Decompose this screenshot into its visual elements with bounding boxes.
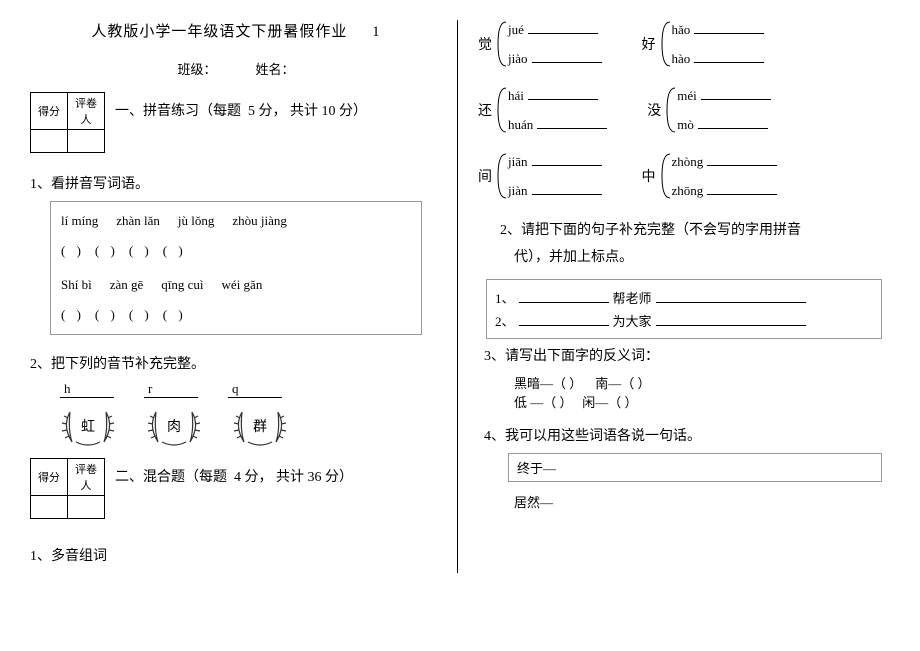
word-line-2: 居然— bbox=[514, 492, 890, 511]
duoyin-char: 觉 bbox=[478, 34, 496, 54]
worksheet-page: 人教版小学一年级语文下册暑假作业 1 班级： 姓名： 得分 评卷人 一、拼音练习… bbox=[0, 0, 920, 593]
paren-row-2: ( ) ( ) ( ) ( ) bbox=[61, 302, 411, 328]
pinyin-row-1: lí míng zhàn lǎn jù lǒng zhòu jiàng bbox=[61, 208, 411, 234]
score-head-1: 得分 bbox=[31, 93, 68, 130]
blank[interactable] bbox=[694, 21, 764, 34]
score-cell-blank[interactable] bbox=[31, 130, 68, 153]
page-title: 人教版小学一年级语文下册暑假作业 1 bbox=[30, 20, 442, 41]
bracket-icon bbox=[496, 152, 508, 200]
q2-3: 3、请写出下面字的反义词： bbox=[484, 345, 890, 365]
paren-row-1: ( ) ( ) ( ) ( ) bbox=[61, 238, 411, 264]
blank[interactable] bbox=[656, 313, 806, 326]
laurel-1: 虹 bbox=[60, 406, 116, 446]
blank[interactable] bbox=[519, 313, 609, 326]
title-number: 1 bbox=[372, 24, 381, 40]
score-head-2: 评卷人 bbox=[68, 93, 105, 130]
section1-heading: 一、拼音练习（每题 5 分， 共计 10 分） bbox=[115, 100, 367, 120]
q2-1: 1、多音组词 bbox=[30, 545, 442, 565]
blank[interactable] bbox=[694, 50, 764, 63]
blank[interactable] bbox=[519, 290, 609, 303]
q1-2: 2、把下列的音节补充完整。 bbox=[30, 353, 442, 373]
antonym-row-1: 黑暗—（ ） 南—（ ） bbox=[514, 373, 890, 392]
section2-heading: 二、混合题（每题 4 分， 共计 36 分） bbox=[115, 466, 353, 486]
bracket-icon bbox=[660, 152, 672, 200]
score-table: 得分 评卷人 bbox=[30, 92, 105, 153]
duoyin-char: 没 bbox=[647, 100, 665, 120]
section1-header: 得分 评卷人 一、拼音练习（每题 5 分， 共计 10 分） bbox=[30, 92, 442, 153]
blank[interactable] bbox=[532, 50, 602, 63]
blank[interactable] bbox=[707, 153, 777, 166]
duoyin-char: 还 bbox=[478, 100, 496, 120]
sentence-1: 1、 帮老师 bbox=[495, 288, 873, 307]
laurel-2: 肉 bbox=[146, 406, 202, 446]
duoyin-group-1: 觉juéjiào好hǎohào bbox=[478, 20, 890, 68]
blank[interactable] bbox=[701, 87, 771, 100]
blank[interactable] bbox=[537, 116, 607, 129]
left-column: 人教版小学一年级语文下册暑假作业 1 班级： 姓名： 得分 评卷人 一、拼音练习… bbox=[30, 20, 457, 573]
pinyin-block: lí míng zhàn lǎn jù lǒng zhòu jiàng ( ) … bbox=[50, 201, 422, 335]
blank[interactable] bbox=[532, 153, 602, 166]
duoyin-char: 中 bbox=[642, 166, 660, 186]
name-label: 姓名： bbox=[256, 62, 295, 77]
duoyin-group-2: 还háihuán没méimò bbox=[478, 86, 890, 134]
sentence-2: 2、 为大家 bbox=[495, 311, 873, 330]
blank[interactable] bbox=[698, 116, 768, 129]
word-box-1[interactable]: 终于— bbox=[508, 453, 882, 482]
laurel-3: 群 bbox=[232, 406, 288, 446]
q2-2: 2、请把下面的句子补充完整（不会写的字用拼音 代），并加上标点。 bbox=[500, 218, 890, 271]
yinjie-letters: h r q bbox=[60, 381, 422, 398]
blank[interactable] bbox=[707, 182, 777, 195]
pinyin-row-2: Shí bì zàn gē qīng cuì wéi gǎn bbox=[61, 272, 411, 298]
bracket-icon bbox=[665, 86, 677, 134]
score-table-2: 得分 评卷人 bbox=[30, 458, 105, 519]
yinjie-1[interactable]: h bbox=[60, 381, 114, 398]
duoyin-group-3: 间jiānjiàn中zhòngzhōng bbox=[478, 152, 890, 200]
duoyin-char: 间 bbox=[478, 166, 496, 186]
antonym-row-2: 低 —（ ） 闲—（ ） bbox=[514, 392, 890, 411]
section2-header: 得分 评卷人 二、混合题（每题 4 分， 共计 36 分） bbox=[30, 458, 442, 519]
class-label: 班级： bbox=[177, 62, 216, 77]
duoyin-char: 好 bbox=[642, 34, 660, 54]
sentence-block: 1、 帮老师 2、 为大家 bbox=[486, 279, 882, 339]
blank[interactable] bbox=[528, 21, 598, 34]
grader-cell-blank[interactable] bbox=[68, 130, 105, 153]
q2-4: 4、我可以用这些词语各说一句话。 bbox=[484, 425, 890, 445]
bracket-icon bbox=[660, 20, 672, 68]
laurel-row: 虹 肉 群 bbox=[60, 406, 442, 446]
blank[interactable] bbox=[532, 182, 602, 195]
yinjie-2[interactable]: r bbox=[144, 381, 198, 398]
blank[interactable] bbox=[656, 290, 806, 303]
yinjie-3[interactable]: q bbox=[228, 381, 282, 398]
right-column: 觉juéjiào好hǎohào 还háihuán没méimò 间jiānjiàn中z… bbox=[457, 20, 890, 573]
bracket-icon bbox=[496, 86, 508, 134]
duoyin-container: 觉juéjiào好hǎohào 还háihuán没méimò 间jiānjiàn中z… bbox=[478, 20, 890, 200]
q1-1: 1、看拼音写词语。 bbox=[30, 173, 442, 193]
title-main: 人教版小学一年级语文下册暑假作业 bbox=[91, 24, 347, 40]
bracket-icon bbox=[496, 20, 508, 68]
blank[interactable] bbox=[528, 87, 598, 100]
class-name-line: 班级： 姓名： bbox=[30, 59, 442, 78]
